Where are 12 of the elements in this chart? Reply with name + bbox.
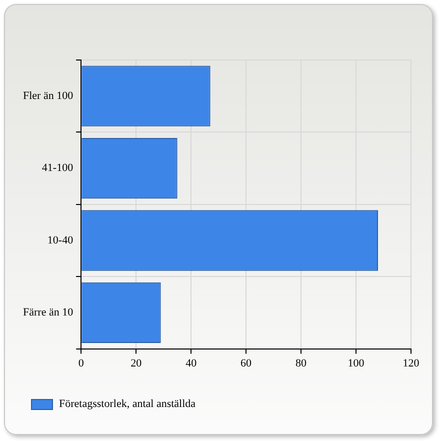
x-tick-label: 100 [348, 357, 365, 370]
text: Företagsstorlek, antal anställda [59, 398, 196, 410]
x-tick-label: 80 [296, 357, 308, 370]
y-tick-label: Fler än 100 [22, 90, 74, 102]
y-tick-label: Färre än 10 [23, 306, 74, 319]
y-tick-label: 10-40 [47, 234, 74, 246]
x-tick-label: 60 [240, 357, 252, 370]
y-tick-label: 41-100 [42, 162, 74, 174]
x-tick-label: 20 [130, 357, 142, 370]
x-tick-label: 0 [78, 357, 84, 370]
x-tick-label: 120 [402, 357, 420, 370]
x-tick-label: 40 [186, 357, 198, 370]
